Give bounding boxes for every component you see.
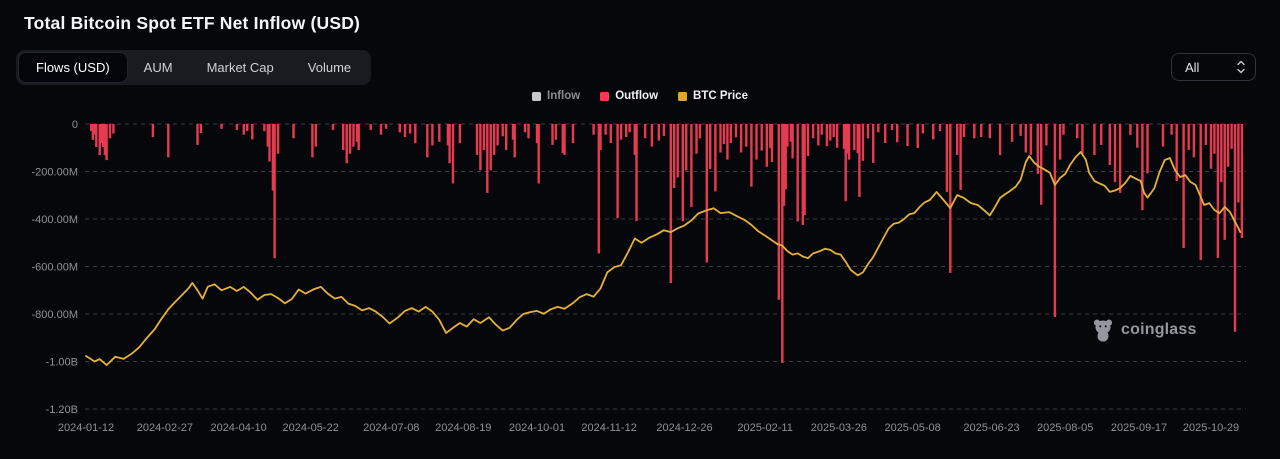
legend-item-inflow[interactable]: Inflow bbox=[532, 90, 580, 102]
svg-text:2024-10-01: 2024-10-01 bbox=[509, 422, 565, 434]
svg-text:2025-05-08: 2025-05-08 bbox=[884, 422, 940, 434]
tab-volume[interactable]: Volume bbox=[291, 53, 368, 82]
svg-text:2024-05-22: 2024-05-22 bbox=[283, 422, 339, 434]
range-select-value: All bbox=[1185, 59, 1200, 75]
chart-legend: Inflow Outflow BTC Price bbox=[0, 90, 1280, 102]
svg-text:-600.00M: -600.00M bbox=[32, 262, 78, 274]
svg-text:2025-02-11: 2025-02-11 bbox=[737, 422, 792, 434]
page-title: Total Bitcoin Spot ETF Net Inflow (USD) bbox=[24, 13, 361, 33]
svg-text:2024-04-10: 2024-04-10 bbox=[210, 422, 266, 434]
svg-text:2025-08-05: 2025-08-05 bbox=[1037, 422, 1093, 434]
coinglass-bear-icon bbox=[1092, 318, 1114, 342]
svg-text:-1.00B: -1.00B bbox=[46, 357, 78, 369]
svg-text:2025-06-23: 2025-06-23 bbox=[963, 422, 1019, 434]
legend-label-btc-price: BTC Price bbox=[693, 90, 748, 102]
tab-market-cap[interactable]: Market Cap bbox=[190, 53, 291, 82]
legend-label-outflow: Outflow bbox=[615, 90, 659, 102]
outflow-bars bbox=[89, 124, 1244, 363]
svg-text:-1.20B: -1.20B bbox=[46, 404, 78, 416]
outflow-swatch-icon bbox=[600, 91, 610, 101]
legend-item-btc-price[interactable]: BTC Price bbox=[678, 90, 748, 102]
svg-text:2024-01-12: 2024-01-12 bbox=[58, 422, 114, 434]
coinglass-watermark: coinglass bbox=[1092, 318, 1197, 342]
y-axis-labels: 0 -200.00M -400.00M -600.00M -800.00M -1.00B -… bbox=[32, 119, 78, 416]
chart-tabbar: Flows (USD) AUM Market Cap Volume bbox=[16, 50, 372, 85]
svg-text:-200.00M: -200.00M bbox=[32, 167, 78, 179]
btc-price-line bbox=[85, 151, 1242, 367]
watermark-label: coinglass bbox=[1121, 321, 1197, 338]
svg-text:2025-09-17: 2025-09-17 bbox=[1111, 422, 1167, 434]
svg-text:-400.00M: -400.00M bbox=[32, 214, 78, 226]
svg-text:2025-10-29: 2025-10-29 bbox=[1183, 422, 1239, 434]
svg-text:2025-03-26: 2025-03-26 bbox=[811, 422, 867, 434]
tab-flows-usd[interactable]: Flows (USD) bbox=[19, 53, 127, 82]
btc-price-swatch-icon bbox=[678, 91, 688, 101]
svg-text:-800.00M: -800.00M bbox=[32, 309, 78, 321]
x-axis-labels: 2024-01-12 2024-02-27 2024-04-10 2024-05-22… bbox=[58, 422, 1239, 434]
legend-label-inflow: Inflow bbox=[547, 90, 581, 102]
svg-text:2024-02-27: 2024-02-27 bbox=[137, 422, 193, 434]
tab-aum[interactable]: AUM bbox=[127, 53, 190, 82]
range-select[interactable]: All bbox=[1171, 53, 1256, 81]
svg-text:0: 0 bbox=[72, 119, 78, 131]
svg-text:2024-11-12: 2024-11-12 bbox=[581, 422, 636, 434]
svg-text:2024-08-19: 2024-08-19 bbox=[435, 422, 491, 434]
updown-chevron-icon bbox=[1236, 59, 1246, 75]
svg-text:2024-07-08: 2024-07-08 bbox=[363, 422, 419, 434]
svg-text:2024-12-26: 2024-12-26 bbox=[656, 422, 712, 434]
grid-layer bbox=[85, 123, 1246, 410]
inflow-swatch-icon bbox=[532, 91, 541, 101]
legend-item-outflow[interactable]: Outflow bbox=[600, 90, 658, 102]
